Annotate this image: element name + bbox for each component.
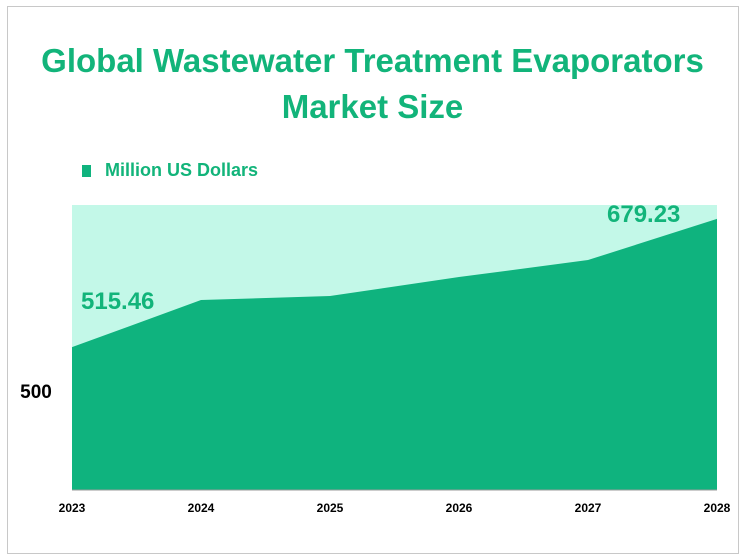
x-tick-label: 2025 — [317, 501, 344, 515]
legend-label: Million US Dollars — [105, 160, 259, 180]
x-tick-label: 2026 — [446, 501, 473, 515]
data-label: 515.46 — [81, 288, 154, 315]
x-tick-label: 2028 — [704, 501, 731, 515]
legend-swatch — [82, 164, 91, 177]
area-series — [72, 218, 717, 490]
y-tick-label: 500 — [20, 382, 52, 403]
chart-frame — [7, 6, 739, 554]
legend: Million US Dollars — [82, 160, 258, 181]
chart-title: Global Wastewater Treatment Evaporators … — [41, 42, 704, 125]
data-label: 679.23 — [607, 201, 680, 228]
x-tick-label: 2027 — [575, 501, 602, 515]
x-tick-label: 2024 — [188, 501, 215, 515]
x-tick-label: 2023 — [59, 501, 86, 515]
